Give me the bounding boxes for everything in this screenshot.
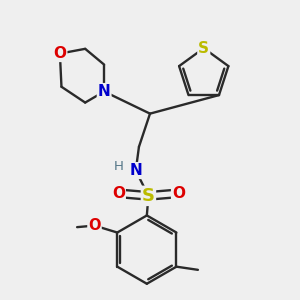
Text: O: O [88,218,101,233]
Text: N: N [129,163,142,178]
Text: H: H [113,160,123,173]
Text: O: O [172,186,185,201]
Text: S: S [198,41,209,56]
Text: O: O [112,186,125,201]
Text: O: O [53,46,66,61]
Text: N: N [98,84,110,99]
Text: S: S [142,187,155,205]
